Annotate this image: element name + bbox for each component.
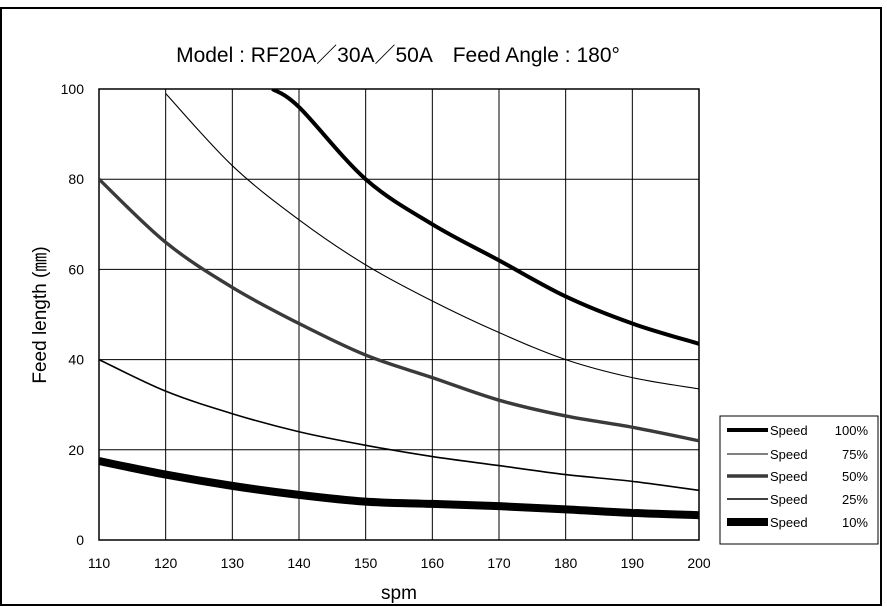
y-tick-label-5: 100 (61, 81, 85, 97)
legend-label-0: Speed (770, 423, 808, 438)
y-tick-label-1: 20 (68, 442, 84, 458)
x-tick-label-6: 170 (487, 555, 511, 571)
legend-label-2: Speed (770, 469, 808, 484)
chart-title: Model : RF20A／30A／50A Feed Angle : 180° (176, 44, 620, 67)
series-line-1 (165, 93, 699, 390)
series-layer (99, 89, 699, 520)
y-tick-label-2: 40 (68, 352, 84, 368)
legend: Speed 100% Speed 75% Speed 50% Speed 25% Speed 10… (719, 415, 879, 545)
series-line-4 (99, 457, 699, 520)
series-line-0 (271, 89, 699, 346)
legend-pct-2: 50% (842, 469, 868, 484)
series-line-3 (99, 358, 699, 492)
x-tick-label-1: 120 (154, 555, 178, 571)
legend-label-4: Speed (770, 515, 808, 530)
legend-label-3: Speed (770, 492, 808, 507)
tick-layer: 110 120 130 140 150 160 170 180 190 200 0 20 40 60 80 1… (61, 81, 711, 571)
x-tick-label-2: 130 (221, 555, 245, 571)
legend-pct-1: 75% (842, 447, 868, 462)
series-line-2 (99, 177, 699, 443)
y-tick-label-0: 0 (76, 532, 84, 548)
x-tick-label-5: 160 (421, 555, 445, 571)
x-tick-label-3: 140 (287, 555, 311, 571)
x-tick-label-7: 180 (554, 555, 578, 571)
x-axis-title: spm (381, 583, 417, 604)
legend-pct-4: 10% (842, 515, 868, 530)
y-tick-label-4: 80 (68, 171, 84, 187)
legend-pct-0: 100% (835, 423, 869, 438)
legend-pct-3: 25% (842, 492, 868, 507)
x-tick-label-9: 200 (687, 555, 711, 571)
plot-border (98, 88, 700, 541)
y-axis-title: Feed length (㎜) (30, 246, 51, 383)
legend-label-1: Speed (770, 447, 808, 462)
y-tick-label-3: 60 (68, 261, 84, 277)
x-tick-label-0: 110 (88, 555, 111, 571)
x-tick-label-4: 150 (354, 555, 378, 571)
x-tick-label-8: 190 (621, 555, 645, 571)
